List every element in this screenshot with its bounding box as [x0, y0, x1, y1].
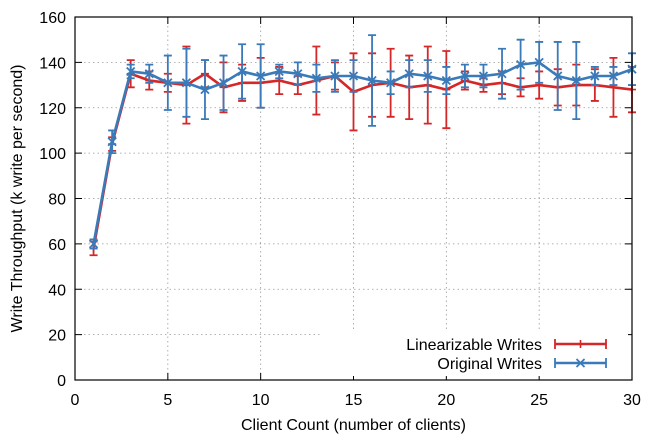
x-tick-label: 30 — [623, 392, 641, 409]
data-point — [423, 71, 433, 81]
legend-label: Original Writes — [437, 356, 542, 373]
data-point — [274, 66, 284, 77]
series-layer — [88, 34, 637, 257]
legend-background — [322, 331, 628, 376]
data-point — [237, 66, 247, 77]
data-point — [441, 75, 451, 86]
data-point — [385, 78, 396, 88]
y-tick-label: 20 — [48, 328, 66, 345]
y-tick-label: 60 — [48, 237, 66, 254]
legend-errorbar-cap — [554, 358, 607, 368]
x-tick-label: 10 — [252, 392, 270, 409]
data-point — [107, 137, 117, 147]
data-point — [256, 71, 266, 81]
data-point — [181, 78, 192, 88]
data-point — [218, 78, 229, 88]
x-tick-label: 15 — [345, 392, 363, 409]
y-tick-label: 100 — [39, 146, 66, 163]
legend: Linearizable Writes Original Writes — [322, 331, 628, 376]
data-point — [515, 60, 526, 70]
data-point — [478, 71, 489, 81]
y-tick-label: 80 — [48, 192, 66, 209]
data-point — [497, 69, 507, 79]
series-original-writes — [88, 34, 637, 250]
y-tick-label: 160 — [39, 10, 66, 27]
y-tick-label: 40 — [48, 282, 66, 299]
data-point — [88, 239, 99, 249]
y-tick-label: 0 — [57, 373, 66, 390]
x-tick-label: 0 — [71, 392, 80, 409]
y-tick-label: 140 — [39, 55, 66, 72]
data-point — [126, 66, 136, 77]
y-tick-label: 120 — [39, 101, 66, 118]
data-point — [293, 69, 303, 79]
data-point — [367, 75, 377, 86]
data-point — [200, 84, 210, 95]
series-line — [92, 72, 633, 249]
data-point — [608, 71, 619, 81]
tick-labels: 0 20 40 60 80 100 120 140 160 0 5 10 15 20 25 30 — [39, 10, 641, 409]
data-point — [144, 69, 154, 79]
data-point — [553, 71, 563, 81]
x-tick-label: 25 — [530, 392, 548, 409]
y-axis-title: Write Throughput (k write per second) — [9, 65, 26, 333]
data-point — [534, 57, 544, 68]
x-tick-label: 5 — [163, 392, 172, 409]
data-point — [590, 71, 600, 81]
data-point — [311, 73, 322, 83]
data-point — [163, 78, 173, 88]
x-axis-title: Client Count (number of clients) — [241, 417, 466, 434]
data-point — [404, 69, 414, 79]
data-point — [348, 71, 359, 81]
x-tick-label: 20 — [437, 392, 455, 409]
data-point — [571, 75, 581, 86]
legend-marker — [576, 340, 585, 348]
legend-label: Linearizable Writes — [406, 337, 542, 354]
data-point — [460, 71, 470, 81]
legend-errorbar-cap — [554, 339, 607, 349]
data-point — [330, 71, 340, 81]
plot-frame — [74, 16, 633, 381]
legend-marker — [575, 358, 586, 368]
